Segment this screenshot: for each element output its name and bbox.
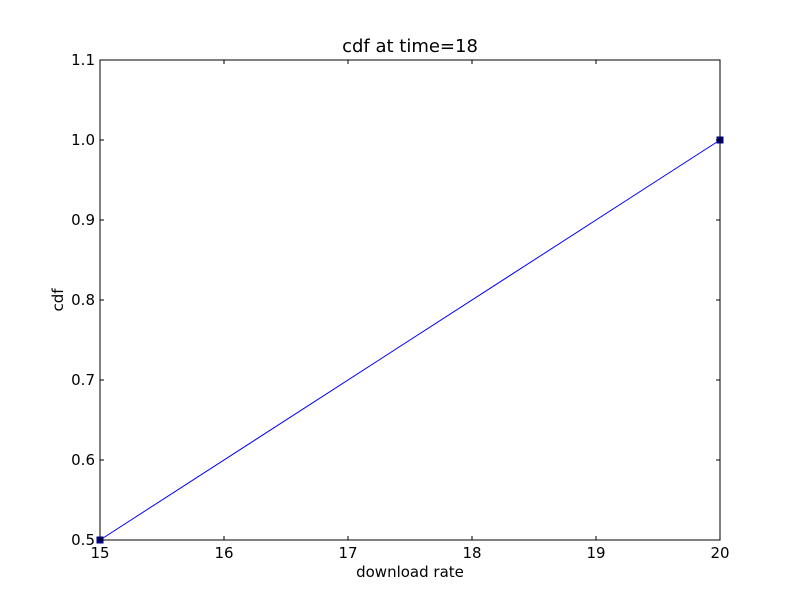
y-tick-label: 1.1: [71, 51, 95, 69]
series-line: [99, 139, 721, 541]
y-tick-label: 0.5: [71, 531, 95, 549]
x-axis-label: download rate: [356, 563, 464, 581]
x-tick-label: 19: [586, 544, 605, 562]
y-tick-label: 0.6: [71, 451, 95, 469]
chart-title: cdf at time=18: [342, 36, 478, 57]
y-axis-label: cdf: [49, 288, 67, 312]
x-tick-label: 16: [214, 544, 233, 562]
axes-frame: [99, 59, 721, 541]
x-tick-label: 17: [338, 544, 357, 562]
y-tick-label: 1.0: [71, 131, 95, 149]
x-tick-label: 18: [462, 544, 481, 562]
x-tick-label: 15: [90, 544, 109, 562]
x-tick-label: 20: [710, 544, 729, 562]
y-tick-label: 0.7: [71, 371, 95, 389]
y-tick-label: 0.8: [71, 291, 95, 309]
y-tick-label: 0.9: [71, 211, 95, 229]
tick-labels-layer: 15 16 17 18 19 20 0.5 0.6 0.7 0.8 0.9 1.0 1.1: [71, 51, 729, 562]
